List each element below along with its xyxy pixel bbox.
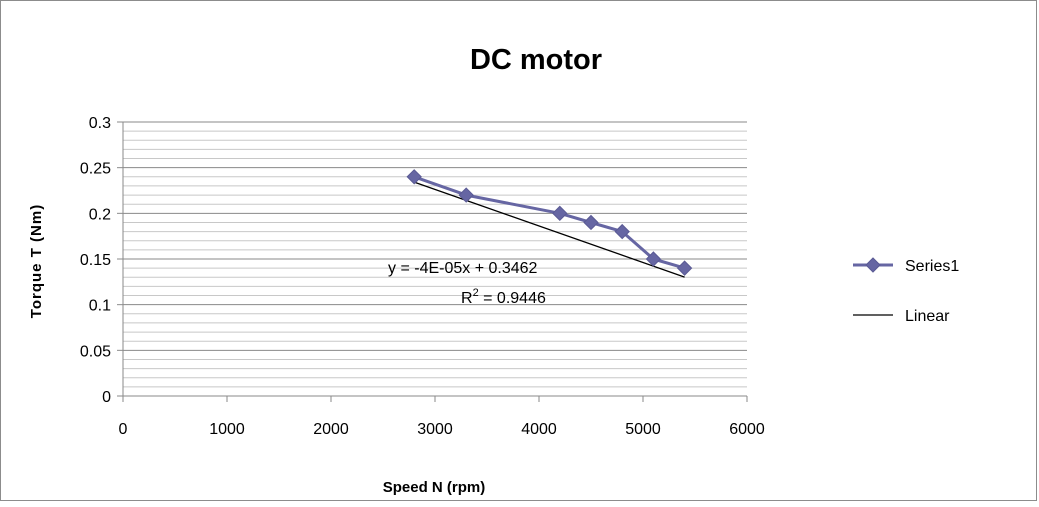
legend-series1-label: Series1: [905, 258, 959, 275]
series1-point: [552, 205, 568, 222]
x-tick-label: 3000: [417, 421, 453, 438]
x-tick-label: 5000: [625, 421, 661, 438]
series1-point: [676, 260, 693, 276]
y-tick-label: 0.1: [89, 298, 111, 315]
r2-exponent: 2: [473, 287, 479, 299]
y-tick-label: 0.15: [80, 252, 111, 269]
chart-title: DC motor: [470, 44, 602, 76]
series1-point: [406, 169, 422, 185]
series-layer: [406, 169, 693, 276]
trendline-layer: [413, 181, 685, 278]
legend-linear-label: Linear: [905, 308, 950, 325]
y-tick-label: 0.2: [89, 206, 111, 223]
linear-trendline: [413, 181, 685, 278]
y-axis-label: Torque T (Nm): [28, 204, 45, 318]
trendline-equation: y = -4E-05x + 0.3462: [388, 260, 538, 277]
series1-point: [614, 223, 630, 240]
x-tick-label: 1000: [209, 421, 245, 438]
legend: Series1 Linear: [853, 257, 959, 325]
x-tick-label: 2000: [313, 421, 349, 438]
x-tick-label: 4000: [521, 421, 557, 438]
series1-point: [645, 251, 662, 267]
x-axis-label: Speed N (rpm): [383, 479, 486, 496]
y-tick-label: 0.05: [80, 343, 111, 360]
y-tick-label: 0: [102, 389, 111, 406]
legend-series1-marker: [865, 257, 881, 273]
series1-point: [583, 214, 599, 231]
grid-layer: [123, 121, 747, 388]
x-tick-label: 0: [119, 421, 128, 438]
y-tick-label: 0.25: [80, 161, 111, 178]
trendline-r-squared: R2 = 0.9446: [461, 287, 546, 307]
ticks-layer: 0 0.05 0.1 0.15 0.2 0.25 0.3 0 1000 2000 3000 4000 5…: [80, 115, 765, 438]
x-tick-label: 6000: [729, 421, 765, 438]
r2-prefix: R: [461, 290, 473, 307]
y-tick-label: 0.3: [89, 115, 111, 132]
series1-point: [458, 187, 474, 203]
r2-value: = 0.9446: [479, 290, 546, 307]
